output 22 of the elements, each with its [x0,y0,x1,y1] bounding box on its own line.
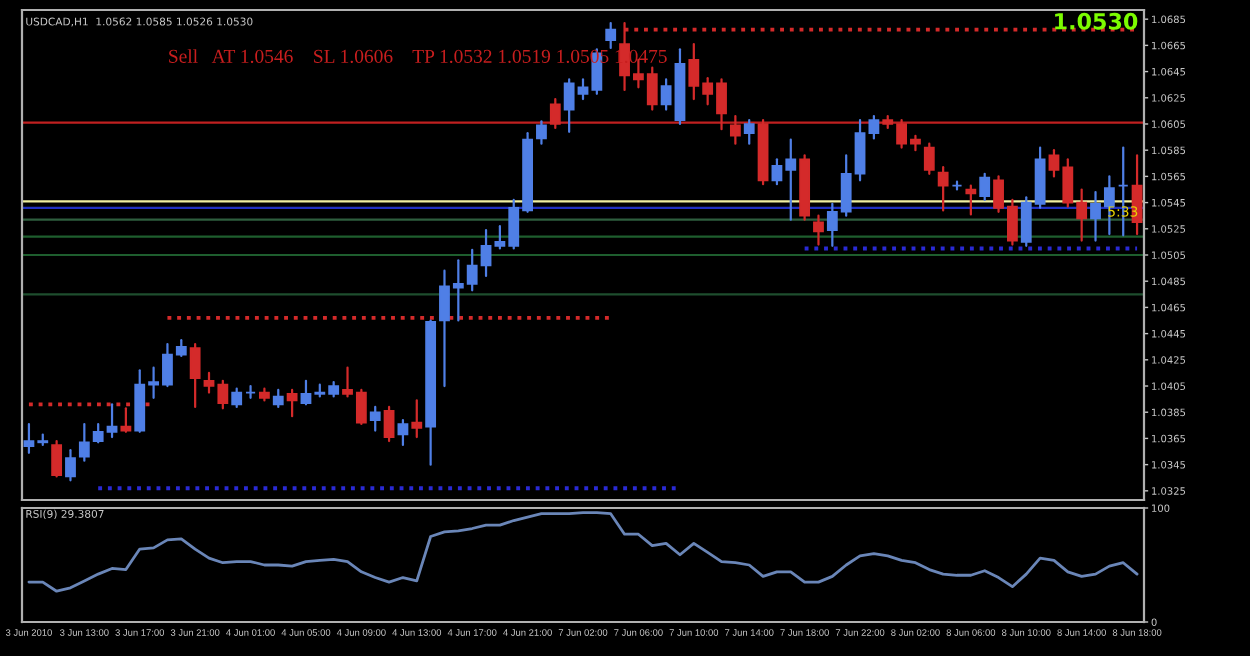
line-series [27,511,1139,593]
candlestick [231,387,243,409]
candlestick [965,184,977,216]
candlestick [549,97,561,130]
candlestick [51,439,63,478]
candlestick [951,180,963,191]
candlestick [923,142,935,175]
candlestick [383,405,395,443]
candlestick [189,342,201,409]
candlestick [286,388,298,418]
candlestick [245,384,256,399]
candlestick [979,172,991,202]
candlestick [605,21,617,50]
annotation: 1.0530 [1055,12,1138,30]
candlestick [813,214,824,246]
candlestick [536,120,547,145]
candlestick [411,399,423,439]
candlestick [743,118,755,145]
candlestick [369,405,381,432]
candlestick [397,418,409,447]
candlestick [729,115,741,145]
candlestick [937,166,949,212]
